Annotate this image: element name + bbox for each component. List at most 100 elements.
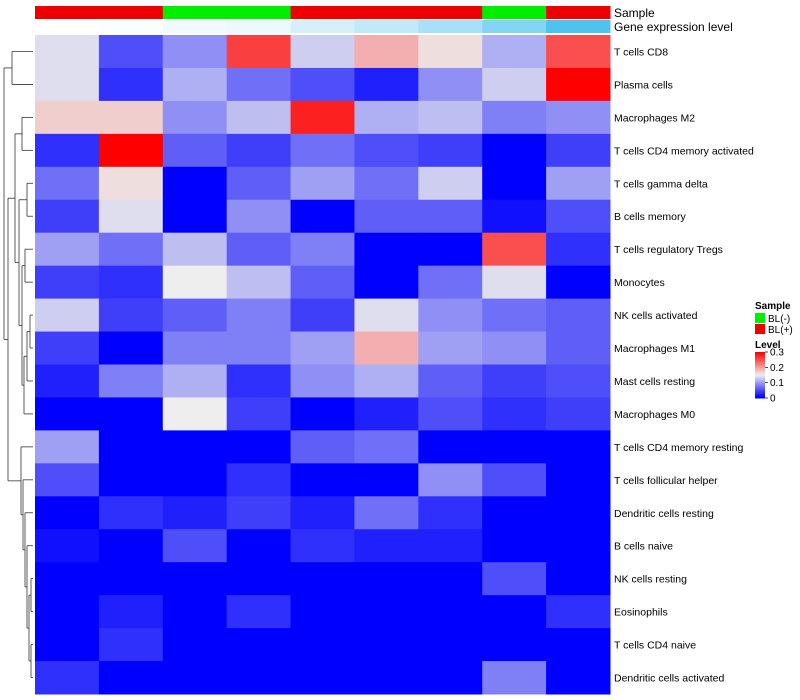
heatmap-cell	[35, 430, 100, 464]
legend-gradient-step	[755, 363, 765, 366]
heatmap-cell	[226, 133, 292, 168]
heatmap-cell	[35, 661, 100, 695]
heatmap-cell	[226, 661, 292, 695]
heatmap-cell	[546, 562, 611, 596]
annotation-cell	[162, 6, 228, 19]
heatmap-cell	[290, 397, 355, 431]
heatmap-cell	[162, 199, 228, 234]
annotation-cell	[226, 6, 292, 19]
heatmap-cell	[354, 298, 419, 333]
heatmap-cell	[98, 430, 164, 464]
heatmap-cell	[35, 595, 100, 629]
heatmap-cell	[354, 67, 419, 102]
legend-gradient-step	[755, 362, 765, 364]
heatmap-cell	[546, 331, 611, 365]
heatmap-cell	[418, 463, 483, 497]
heatmap-cell	[418, 199, 483, 234]
legend-gradient-step	[755, 396, 765, 399]
heatmap-cell	[290, 67, 355, 102]
row-label: Dendritic cells resting	[614, 508, 714, 520]
heatmap-cell	[290, 331, 355, 365]
row-label: NK cells activated	[614, 310, 698, 322]
row-label: T cells regulatory Tregs	[614, 244, 723, 256]
heatmap-cell	[482, 133, 547, 168]
row-label: T cells gamma delta	[614, 178, 708, 190]
heatmap-cell	[418, 232, 483, 267]
heatmap-cell	[482, 529, 547, 563]
heatmap-cell	[482, 628, 547, 662]
heatmap-cell	[418, 562, 483, 596]
heatmap-cell	[418, 397, 483, 431]
heatmap-cell	[482, 232, 547, 267]
heatmap-cell	[162, 595, 228, 629]
heatmap-cell	[354, 133, 419, 168]
annotation-cell	[35, 20, 100, 33]
heatmap-cell	[35, 364, 100, 398]
heatmap-cell	[546, 199, 611, 234]
heatmap-cell	[162, 628, 228, 662]
heatmap-cell	[290, 35, 355, 69]
heatmap-cell	[290, 100, 355, 135]
heatmap-cell	[98, 133, 164, 168]
heatmap-cell	[482, 166, 547, 201]
row-label: Dendritic cells activated	[614, 673, 724, 685]
row-label: B cells naive	[614, 541, 673, 553]
row-label: T cells CD8	[614, 46, 668, 58]
heatmap-cells	[35, 35, 611, 695]
row-label: Macrophages M0	[614, 409, 695, 421]
heatmap-cell	[162, 529, 228, 563]
row-label: Eosinophils	[614, 607, 668, 619]
row-label: Mast cells resting	[614, 376, 695, 388]
heatmap-cell	[354, 562, 419, 596]
heatmap-cell	[290, 166, 355, 201]
annotation-label: Gene expression level	[614, 20, 733, 34]
legend-gradient-step	[755, 356, 765, 359]
legend-gradient-step	[755, 370, 765, 373]
heatmap-cell	[35, 35, 100, 69]
heatmap-cell	[98, 100, 164, 135]
annotation-cell	[354, 20, 419, 33]
annotation-cell	[482, 20, 547, 33]
legend-gradient-step	[755, 383, 765, 385]
heatmap-cell	[354, 199, 419, 234]
heatmap-cell	[162, 67, 228, 102]
heatmap-cell	[482, 430, 547, 464]
heatmap-cell	[290, 430, 355, 464]
legend-gradient-step	[755, 393, 765, 396]
heatmap-cell	[98, 199, 164, 234]
heatmap-cell	[98, 562, 164, 596]
annotation-cell	[98, 6, 164, 19]
legend-gradient-step	[755, 388, 765, 391]
heatmap-cell	[418, 67, 483, 102]
heatmap-cell	[546, 628, 611, 662]
heatmap-cell	[482, 298, 547, 333]
heatmap-cell	[226, 232, 292, 267]
heatmap-cell	[162, 232, 228, 267]
heatmap-cell	[35, 166, 100, 201]
heatmap-cell	[418, 331, 483, 365]
legend-gradient-step	[755, 354, 765, 356]
heatmap-cell	[98, 166, 164, 201]
heatmap-cell	[35, 67, 100, 102]
heatmap-cell	[162, 661, 228, 695]
heatmap-cell	[98, 364, 164, 398]
heatmap-cell	[290, 364, 355, 398]
heatmap-cell	[418, 661, 483, 695]
heatmap-cell	[98, 67, 164, 102]
heatmap-cell	[418, 166, 483, 201]
heatmap-cell	[35, 265, 100, 300]
heatmap-cell	[35, 529, 100, 563]
legend-gradient-step	[755, 391, 765, 393]
heatmap-cell	[226, 166, 292, 201]
legend-gradient-step	[755, 385, 765, 387]
legend-tick-label: 0	[770, 394, 776, 405]
legend-gradient-step	[755, 379, 765, 382]
heatmap-cell	[290, 496, 355, 530]
heatmap-cell	[482, 265, 547, 300]
heatmap-cell	[482, 562, 547, 596]
legend-swatch	[755, 324, 765, 334]
annotation-cell	[546, 20, 611, 33]
heatmap-cell	[226, 199, 292, 234]
heatmap-cell	[354, 628, 419, 662]
